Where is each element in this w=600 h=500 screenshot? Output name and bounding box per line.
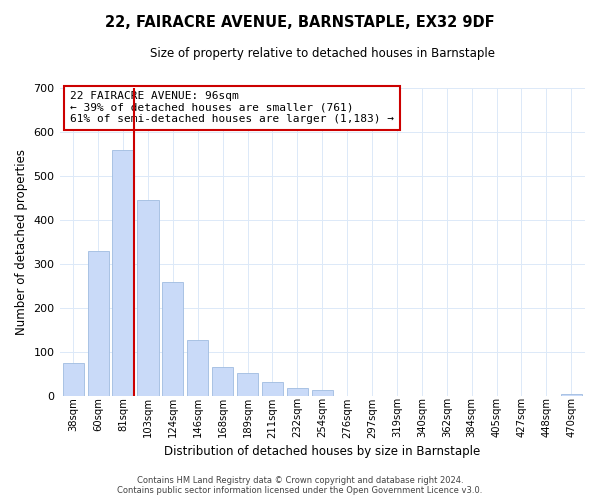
Bar xyxy=(262,382,283,396)
Bar xyxy=(237,373,258,396)
X-axis label: Distribution of detached houses by size in Barnstaple: Distribution of detached houses by size … xyxy=(164,444,481,458)
Bar xyxy=(88,250,109,396)
Title: Size of property relative to detached houses in Barnstaple: Size of property relative to detached ho… xyxy=(150,48,495,60)
Text: Contains HM Land Registry data © Crown copyright and database right 2024.
Contai: Contains HM Land Registry data © Crown c… xyxy=(118,476,482,495)
Bar xyxy=(561,394,582,396)
Bar xyxy=(311,390,333,396)
Text: 22 FAIRACRE AVENUE: 96sqm
← 39% of detached houses are smaller (761)
61% of semi: 22 FAIRACRE AVENUE: 96sqm ← 39% of detac… xyxy=(70,91,394,124)
Bar xyxy=(112,150,134,396)
Text: 22, FAIRACRE AVENUE, BARNSTAPLE, EX32 9DF: 22, FAIRACRE AVENUE, BARNSTAPLE, EX32 9D… xyxy=(105,15,495,30)
Bar xyxy=(137,200,158,396)
Bar xyxy=(287,388,308,396)
Bar xyxy=(212,367,233,396)
Bar xyxy=(162,282,184,396)
Bar xyxy=(187,340,208,396)
Y-axis label: Number of detached properties: Number of detached properties xyxy=(15,149,28,335)
Bar xyxy=(62,363,84,396)
